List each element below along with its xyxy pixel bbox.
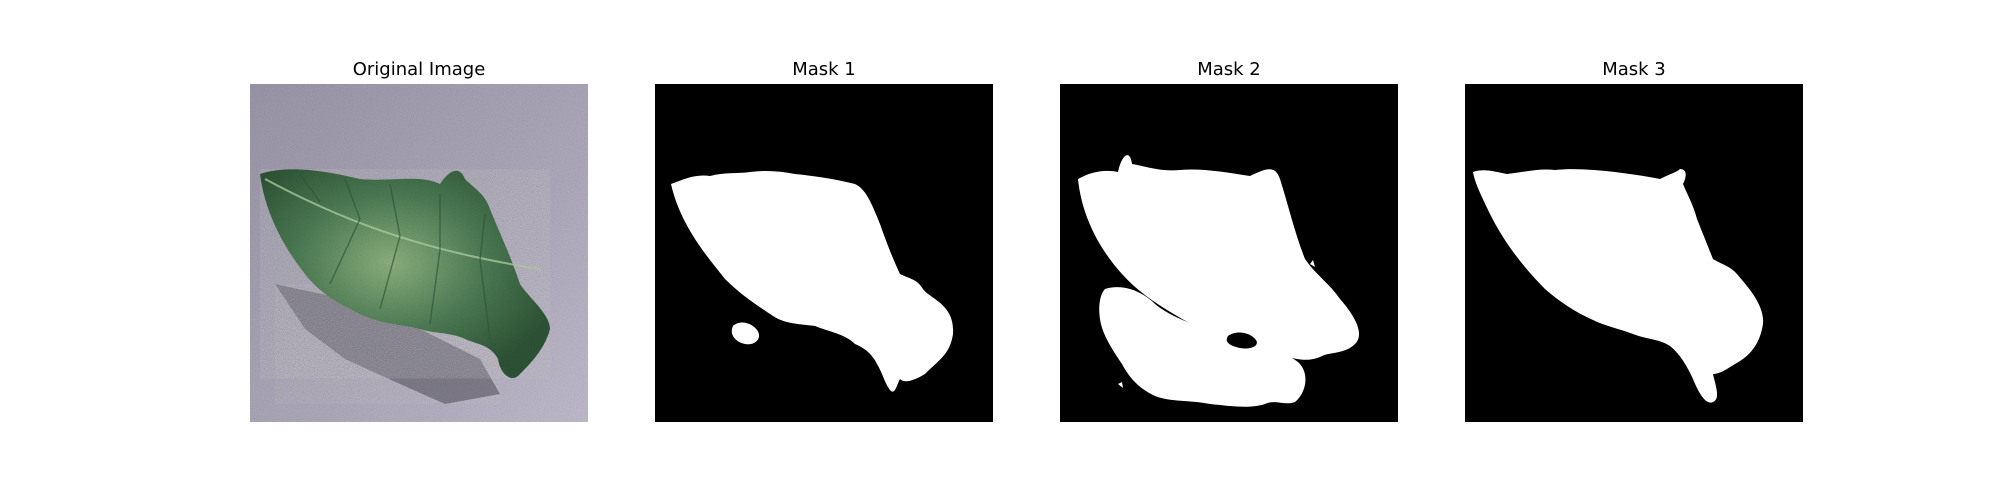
panel-title-mask-1: Mask 1	[792, 59, 856, 80]
leaf	[260, 169, 550, 379]
mask-2-hole	[1226, 332, 1257, 349]
leaf-midrib	[264, 178, 541, 270]
mask-1-panel	[655, 84, 993, 422]
panel-title-mask-2: Mask 2	[1197, 59, 1261, 80]
mask-2-region-shadow	[1099, 287, 1306, 407]
mask-1-region-small	[731, 322, 760, 345]
mask-1-region-leaf	[671, 170, 954, 392]
mask-2-image	[1060, 84, 1398, 422]
mask-3-region-leaf	[1473, 169, 1764, 403]
panel-title-mask-3: Mask 3	[1602, 59, 1666, 80]
mask-2-region-leaf	[1078, 155, 1360, 360]
leaf-veins	[299, 173, 491, 340]
mask-1-image	[655, 84, 993, 422]
mask-2-panel	[1060, 84, 1398, 422]
leaf-photo	[250, 84, 588, 422]
leaf-shadow	[275, 284, 500, 404]
panel-title-original-image: Original Image	[352, 59, 486, 80]
mask-3-panel	[1465, 84, 1803, 422]
original-image-panel	[250, 84, 588, 422]
mask-3-image	[1465, 84, 1803, 422]
